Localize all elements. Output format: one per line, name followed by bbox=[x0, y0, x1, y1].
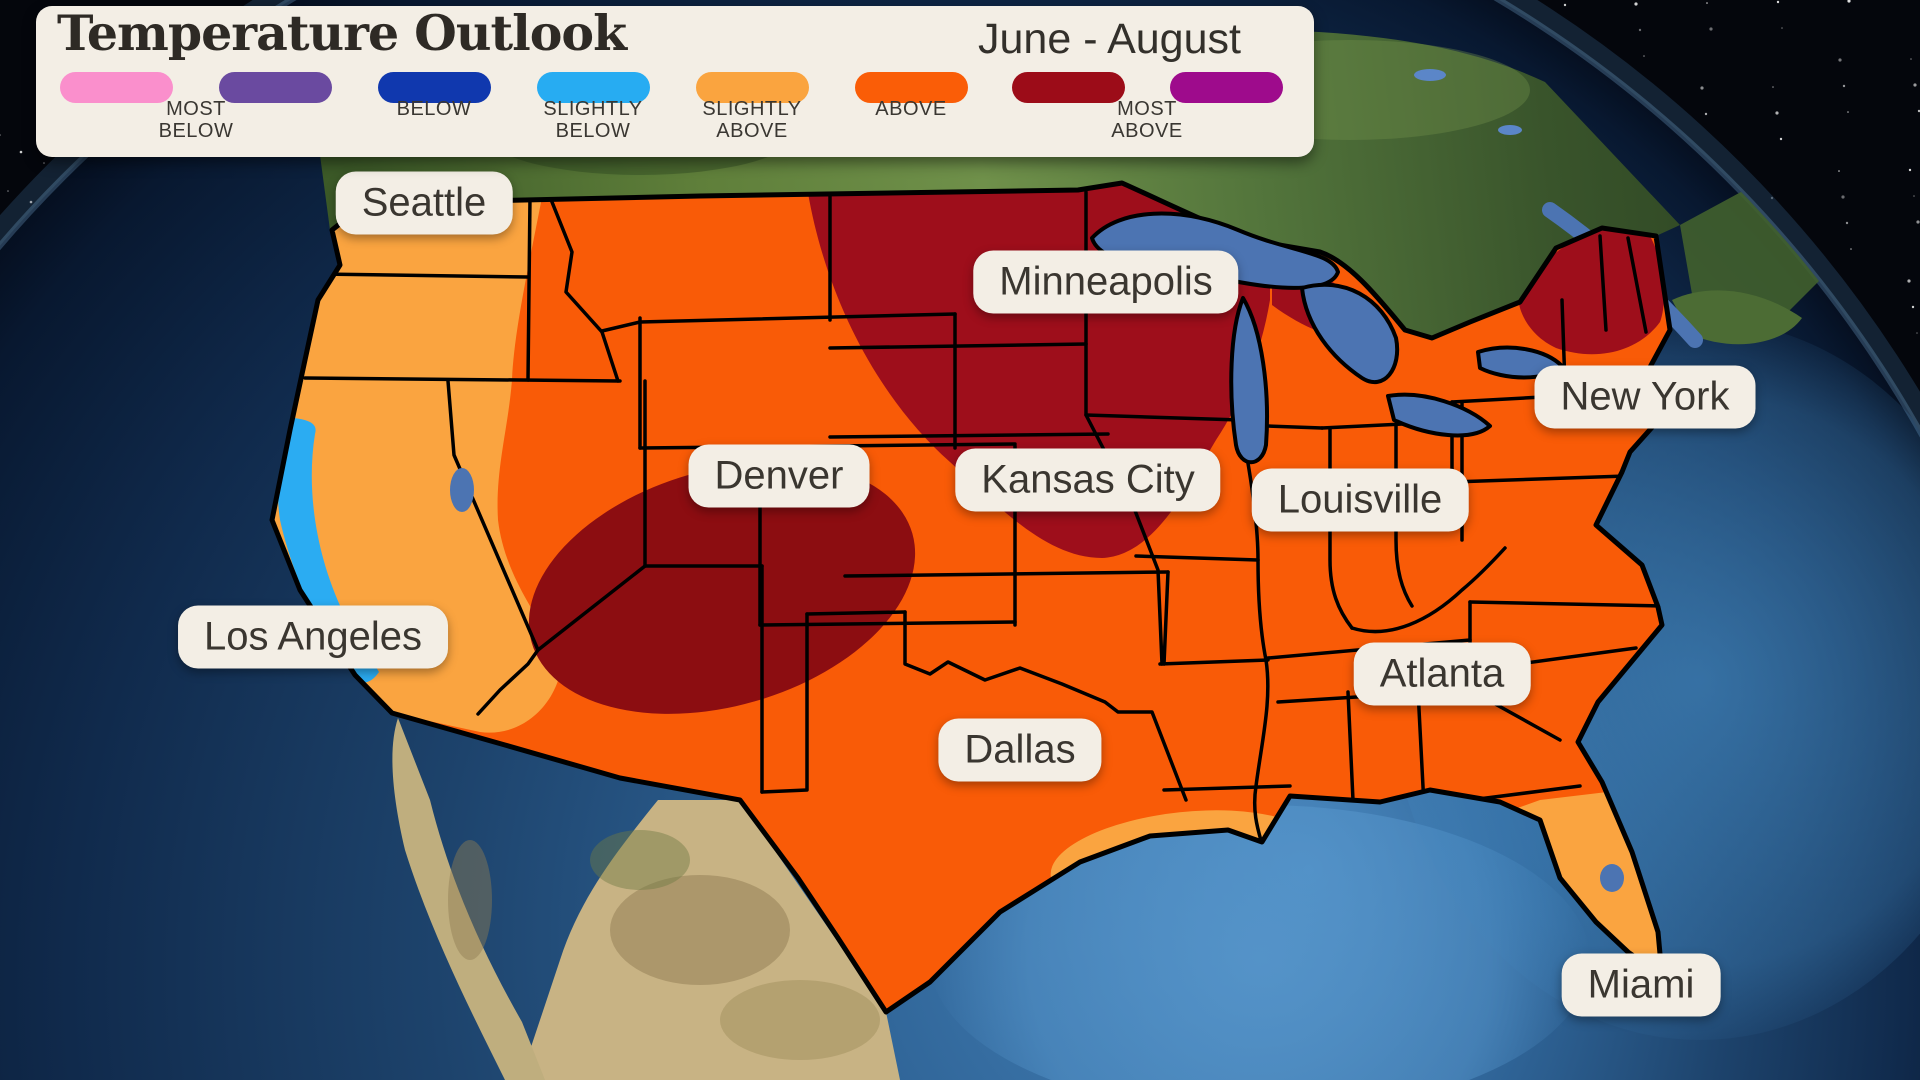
lake-erie bbox=[1386, 392, 1492, 438]
city-label-minneapolis: Minneapolis bbox=[973, 250, 1239, 314]
lake-okeechobee bbox=[1600, 864, 1624, 892]
legend-label-0: MOST BELOW bbox=[158, 98, 234, 142]
city-label-louisville: Louisville bbox=[1251, 468, 1469, 532]
legend-title: Temperature Outlook bbox=[57, 4, 627, 62]
great-salt-lake bbox=[450, 468, 474, 512]
below-swatch bbox=[378, 72, 491, 103]
city-label-seattle: Seattle bbox=[335, 171, 513, 235]
legend-label-5: MOST ABOVE bbox=[1111, 98, 1183, 142]
region-most-above-four-corners bbox=[528, 462, 916, 714]
slightly-above-swatch bbox=[696, 72, 809, 103]
city-label-dallas: Dallas bbox=[938, 718, 1102, 782]
most-below-swatch bbox=[219, 72, 332, 103]
city-label-denver: Denver bbox=[688, 444, 870, 508]
region-slightly-above-west bbox=[272, 197, 562, 733]
city-label-atlanta: Atlanta bbox=[1353, 642, 1531, 706]
lake-michigan bbox=[1229, 296, 1269, 465]
gulf-of-mexico bbox=[930, 805, 1590, 1080]
lake-huron bbox=[1300, 282, 1400, 385]
stars-left bbox=[0, 134, 45, 204]
above-swatch bbox=[855, 72, 968, 103]
legend-label-1: BELOW bbox=[396, 98, 472, 120]
mexico-landmass bbox=[392, 718, 900, 1080]
most-above-swatch bbox=[1012, 72, 1125, 103]
stars bbox=[1563, 0, 1920, 334]
most-above-strong-swatch bbox=[1170, 72, 1283, 103]
legend-panel: Temperature Outlook June - August MOST B… bbox=[36, 4, 1314, 157]
legend-label-3: SLIGHTLY ABOVE bbox=[702, 98, 802, 142]
legend-label-2: SLIGHTLY BELOW bbox=[543, 98, 643, 142]
city-label-los-angeles: Los Angeles bbox=[178, 605, 448, 669]
city-label-miami: Miami bbox=[1561, 953, 1721, 1017]
city-label-kansas-city: Kansas City bbox=[955, 448, 1221, 512]
region-slightly-below-coast bbox=[277, 418, 379, 683]
region-most-above-northeast bbox=[1518, 228, 1665, 355]
city-label-new-york: New York bbox=[1534, 365, 1756, 429]
legend-label-4: ABOVE bbox=[875, 98, 947, 120]
most-below-strong-swatch bbox=[60, 72, 173, 103]
slightly-below-swatch bbox=[537, 72, 650, 103]
legend-period: June - August bbox=[978, 15, 1241, 63]
